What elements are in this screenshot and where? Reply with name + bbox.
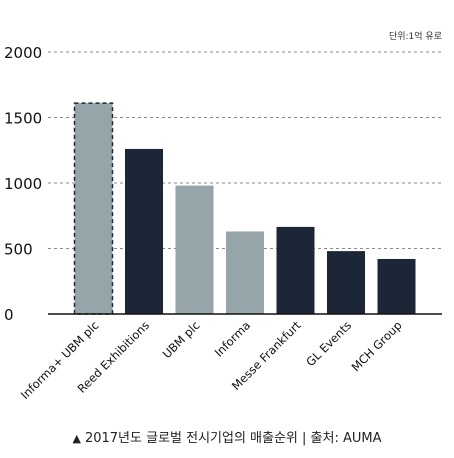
bar-messe-frankfurt bbox=[276, 226, 315, 314]
y-axis-tick-labels: 0 500 1000 1500 2000 bbox=[4, 44, 42, 324]
bar-mch-group bbox=[377, 258, 416, 314]
bar-reed-exhibitions bbox=[125, 148, 163, 314]
bar-informa bbox=[226, 231, 264, 314]
bar-chart: 단위:1억 유로 0 500 1000 1500 2000 Informa+ UBM p… bbox=[4, 30, 442, 402]
x-tick-label: UBM plc bbox=[160, 318, 203, 361]
caption-text: 2017년도 글로벌 전시기업의 매출순위 | 출처: AUMA bbox=[84, 431, 382, 446]
y-tick-label: 1000 bbox=[4, 175, 42, 193]
unit-label: 단위:1억 유로 bbox=[389, 30, 442, 42]
y-tick-label: 500 bbox=[4, 241, 33, 259]
x-tick-label: Informa bbox=[212, 318, 253, 359]
caption-marker: ▲ bbox=[72, 432, 81, 445]
bar-gl-events bbox=[327, 251, 365, 314]
x-tick-label: MCH Group bbox=[349, 318, 405, 374]
chart-caption: ▲ 2017년도 글로벌 전시기업의 매출순위 | 출처: AUMA bbox=[0, 427, 454, 446]
bars bbox=[73, 102, 416, 315]
x-tick-label: GL Events bbox=[303, 318, 354, 369]
bar-informa-ubm-plc bbox=[73, 102, 114, 315]
y-tick-label: 1500 bbox=[4, 110, 42, 128]
y-tick-label: 0 bbox=[4, 306, 14, 324]
bar-ubm-plc bbox=[175, 185, 214, 314]
y-tick-label: 2000 bbox=[4, 44, 42, 62]
